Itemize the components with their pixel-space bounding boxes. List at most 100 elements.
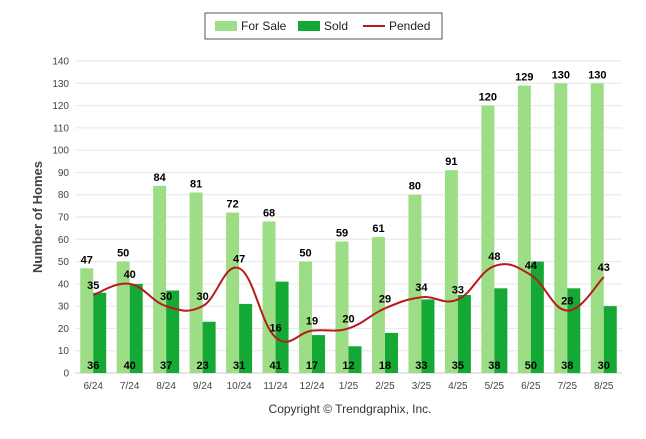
data-label-sold: 33	[415, 360, 427, 372]
bar-for-sale	[408, 194, 422, 373]
x-tick-label: 9/24	[193, 381, 213, 392]
data-label-for-sale: 72	[226, 199, 238, 211]
legend-box	[204, 12, 443, 40]
data-label-for-sale: 47	[81, 254, 93, 266]
data-label-sold: 38	[488, 360, 500, 372]
x-tick-label: 2/25	[375, 381, 395, 392]
data-label-pended: 40	[124, 269, 136, 281]
data-label-for-sale: 84	[154, 172, 167, 184]
data-label-sold: 38	[561, 360, 573, 372]
data-label-sold: 12	[342, 360, 354, 372]
data-label-sold: 41	[269, 360, 281, 372]
y-tick-label: 120	[52, 101, 69, 112]
bar-for-sale	[590, 83, 604, 374]
label-layer: 47 50 84 81 72 68 50 59 61 80 91 120 129 130 130 35 40 30…	[81, 69, 610, 372]
bar-sold	[275, 281, 289, 373]
y-tick-label: 130	[52, 79, 69, 90]
data-label-pended: 16	[269, 322, 281, 334]
data-label-pended: 29	[379, 293, 391, 305]
x-tick-label: 11/24	[263, 381, 288, 392]
x-tick-label: 10/24	[227, 381, 252, 392]
bar-sold	[494, 288, 508, 373]
y-tick-label: 20	[58, 324, 70, 335]
data-label-sold: 40	[124, 360, 136, 372]
bar-sold	[202, 321, 216, 373]
data-label-pended: 19	[306, 316, 318, 328]
x-tick-label: 7/25	[558, 381, 578, 392]
data-label-for-sale: 120	[479, 92, 497, 104]
bar-sold	[129, 283, 143, 373]
x-tick-label: 3/25	[412, 381, 432, 392]
legend-label-for-sale: For Sale	[241, 19, 287, 33]
bar-for-sale	[226, 212, 240, 373]
bar-sold	[312, 335, 326, 373]
y-tick-label: 80	[58, 190, 70, 201]
data-label-for-sale: 129	[515, 72, 533, 84]
data-label-sold: 23	[197, 360, 209, 372]
data-label-for-sale: 59	[336, 228, 348, 240]
data-label-sold: 31	[233, 360, 245, 372]
x-tick-label: 8/25	[594, 381, 614, 392]
data-label-pended: 35	[87, 280, 99, 292]
data-label-pended: 34	[415, 282, 428, 294]
data-label-pended: 30	[160, 291, 172, 303]
line-layer	[92, 263, 605, 343]
data-label-pended: 48	[488, 251, 500, 263]
x-tick-label: 4/25	[448, 381, 468, 392]
bar-sold	[457, 295, 471, 373]
y-tick-label: 90	[58, 168, 70, 179]
bar-sold	[421, 299, 435, 373]
bar-sold	[166, 290, 180, 373]
y-tick-label: 50	[58, 257, 70, 268]
bar-for-sale	[299, 261, 313, 373]
x-tick-label: 8/24	[156, 381, 176, 392]
data-label-for-sale: 81	[190, 178, 202, 190]
data-label-for-sale: 50	[299, 248, 311, 260]
bar-sold	[384, 332, 398, 373]
data-label-for-sale: 91	[445, 156, 457, 168]
x-tick-label: 5/25	[485, 381, 505, 392]
bar-sold	[93, 292, 107, 373]
bar-for-sale	[116, 261, 130, 373]
data-label-sold: 17	[306, 360, 318, 372]
data-label-pended: 47	[233, 253, 245, 265]
x-tick-label: 12/24	[300, 381, 325, 392]
bar-for-sale	[517, 85, 531, 373]
data-label-for-sale: 68	[263, 207, 275, 219]
data-label-pended: 30	[197, 291, 209, 303]
data-label-sold: 18	[379, 360, 391, 372]
bar-layer	[80, 83, 617, 374]
data-label-pended: 28	[561, 296, 573, 308]
data-label-pended: 33	[452, 284, 464, 296]
x-tick-label: 6/24	[83, 381, 103, 392]
x-tick-label: 7/24	[120, 381, 140, 392]
data-label-for-sale: 61	[372, 223, 384, 235]
bar-sold	[530, 261, 544, 373]
legend-label-sold: Sold	[324, 19, 348, 33]
bar-for-sale	[189, 192, 203, 373]
legend-swatch-sold	[298, 21, 320, 31]
bar-for-sale	[80, 268, 94, 373]
bar-sold	[348, 346, 362, 373]
data-label-for-sale: 50	[117, 248, 129, 260]
bar-for-sale	[153, 185, 167, 373]
y-axis-title: Number of Homes	[30, 161, 45, 273]
copyright-footer: Copyright © Trendgraphix, Inc.	[269, 402, 432, 416]
data-label-for-sale: 130	[552, 69, 570, 81]
bar-for-sale	[262, 221, 276, 373]
y-tick-label: 60	[58, 235, 70, 246]
y-tick-label: 30	[58, 302, 70, 313]
y-tick-label: 40	[58, 279, 70, 290]
bar-for-sale	[371, 237, 385, 373]
y-tick-label: 70	[58, 213, 70, 224]
x-tick-label: 1/25	[339, 381, 359, 392]
legend: For Sale Sold Pended	[204, 12, 443, 40]
y-tick-label: 0	[63, 369, 69, 380]
bar-sold	[239, 303, 253, 373]
bar-for-sale	[444, 170, 458, 373]
data-label-pended: 20	[342, 313, 354, 325]
line-pended	[92, 263, 605, 343]
y-tick-label: 140	[52, 57, 69, 68]
data-label-for-sale: 80	[409, 181, 421, 193]
